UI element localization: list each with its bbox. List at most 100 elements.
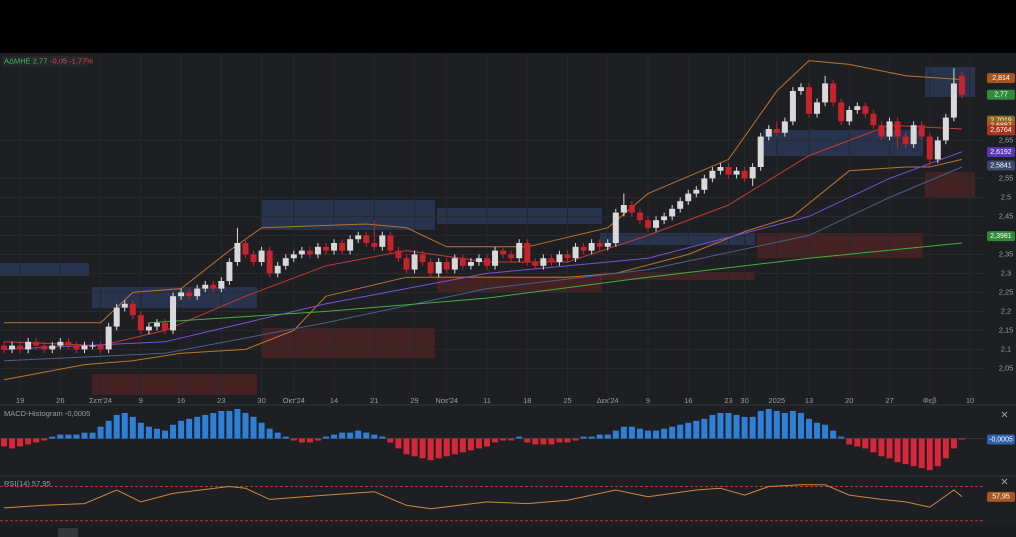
histogram-bar bbox=[242, 412, 249, 439]
histogram-bar bbox=[347, 432, 354, 439]
histogram-bar bbox=[170, 424, 177, 439]
x-tick-label: 30 bbox=[740, 396, 748, 405]
x-tick-label: 20 bbox=[845, 396, 853, 405]
candle-body bbox=[628, 205, 635, 213]
y-tick-label: 2,5 bbox=[1001, 192, 1011, 201]
histogram-bar bbox=[427, 438, 434, 461]
candle-body bbox=[274, 265, 281, 274]
value-tag bbox=[987, 434, 1015, 445]
candle-body bbox=[548, 258, 555, 262]
histogram-bar bbox=[306, 438, 313, 443]
x-tick-label: 26 bbox=[56, 396, 64, 405]
x-tick-label: 19 bbox=[16, 396, 24, 405]
value-tag-label: -0,0005 bbox=[989, 436, 1013, 443]
histogram-bar bbox=[580, 436, 587, 439]
candle-body bbox=[467, 262, 474, 266]
histogram-bar bbox=[773, 410, 780, 439]
candle-body bbox=[17, 345, 24, 350]
x-tick-label: 16 bbox=[177, 396, 185, 405]
candle-body bbox=[508, 254, 515, 259]
x-tick-label: 14 bbox=[330, 396, 338, 405]
histogram-bar bbox=[435, 438, 442, 459]
close-macd[interactable] bbox=[1001, 411, 1008, 418]
candle-body bbox=[604, 243, 611, 247]
supply-zone bbox=[925, 67, 975, 97]
histogram-bar bbox=[218, 410, 225, 439]
x-tick-label: 13 bbox=[805, 396, 813, 405]
candle-body bbox=[693, 189, 700, 194]
pane-title: RSI(14) 57,95 bbox=[4, 479, 51, 488]
histogram-bar bbox=[17, 438, 24, 447]
x-tick-label: 21 bbox=[370, 396, 378, 405]
candle-body bbox=[121, 303, 128, 308]
candle-body bbox=[588, 243, 595, 251]
histogram-bar bbox=[653, 430, 660, 439]
price-change: -0,05 -1,77% bbox=[50, 56, 93, 65]
x-tick-label: 23 bbox=[217, 396, 225, 405]
bottom-toolbar bbox=[0, 527, 1016, 537]
histogram-bar bbox=[725, 412, 732, 439]
candle-body bbox=[170, 296, 177, 331]
y-tick-label: 2,25 bbox=[999, 287, 1014, 296]
histogram-bar bbox=[186, 418, 193, 439]
candle-body bbox=[25, 341, 32, 350]
supply-zone bbox=[600, 233, 755, 245]
histogram-bar bbox=[846, 438, 853, 445]
histogram-bar bbox=[210, 412, 217, 439]
histogram-bar bbox=[604, 434, 611, 439]
histogram-bar bbox=[918, 438, 925, 469]
histogram-bar bbox=[741, 416, 748, 439]
x-tick-label: Νοε'24 bbox=[435, 396, 458, 405]
candle-body bbox=[572, 246, 579, 259]
value-tag-label: 2,814 bbox=[992, 75, 1010, 82]
histogram-bar bbox=[282, 436, 289, 439]
symbol-box bbox=[2, 56, 88, 67]
candle-body bbox=[89, 345, 96, 347]
candle-body bbox=[814, 102, 821, 114]
histogram-bar bbox=[701, 418, 708, 439]
histogram-bar bbox=[137, 422, 144, 439]
histogram-bar bbox=[49, 436, 56, 439]
candle-body bbox=[475, 258, 482, 262]
histogram-bar bbox=[274, 432, 281, 439]
value-tag-label: 2,3981 bbox=[990, 233, 1012, 240]
candle-body bbox=[395, 250, 402, 259]
candle-body bbox=[290, 254, 297, 259]
candle-body bbox=[661, 216, 668, 221]
candle-body bbox=[902, 136, 909, 145]
histogram-bar bbox=[548, 438, 555, 445]
pane-title: MACD-Histogram -0,0005 bbox=[4, 409, 90, 418]
candle-body bbox=[830, 83, 837, 103]
histogram-bar bbox=[693, 420, 700, 439]
histogram-bar bbox=[314, 438, 321, 441]
candle-body bbox=[749, 167, 756, 179]
histogram-bar bbox=[73, 434, 80, 439]
value-tag-label: 2,5841 bbox=[990, 162, 1012, 169]
candle-body bbox=[387, 235, 394, 251]
histogram-bar bbox=[588, 436, 595, 439]
histogram-bar bbox=[484, 438, 490, 447]
histogram-bar bbox=[854, 438, 861, 447]
histogram-bar bbox=[153, 428, 160, 439]
close-rsi[interactable] bbox=[1001, 478, 1008, 485]
candle-body bbox=[484, 258, 490, 266]
histogram-bar bbox=[467, 438, 474, 451]
histogram-bar bbox=[564, 438, 571, 443]
x-tick-label: 18 bbox=[523, 396, 531, 405]
histogram-bar bbox=[387, 438, 394, 443]
candle-body bbox=[677, 201, 684, 209]
toolbar-button[interactable] bbox=[58, 528, 78, 537]
candle-body bbox=[9, 345, 16, 350]
value-tag-label: 2,6764 bbox=[990, 127, 1012, 134]
histogram-bar bbox=[379, 436, 386, 439]
histogram-bar bbox=[145, 426, 152, 439]
histogram-bar bbox=[765, 408, 772, 439]
histogram-bar bbox=[661, 428, 668, 439]
candle-body bbox=[620, 205, 627, 213]
candle-body bbox=[645, 220, 651, 228]
y-tick-label: 2,65 bbox=[999, 135, 1014, 144]
histogram-bar bbox=[508, 438, 515, 441]
demand-zone bbox=[925, 172, 975, 197]
histogram-bar bbox=[516, 436, 523, 439]
x-tick-label: Δεκ'24 bbox=[597, 396, 619, 405]
